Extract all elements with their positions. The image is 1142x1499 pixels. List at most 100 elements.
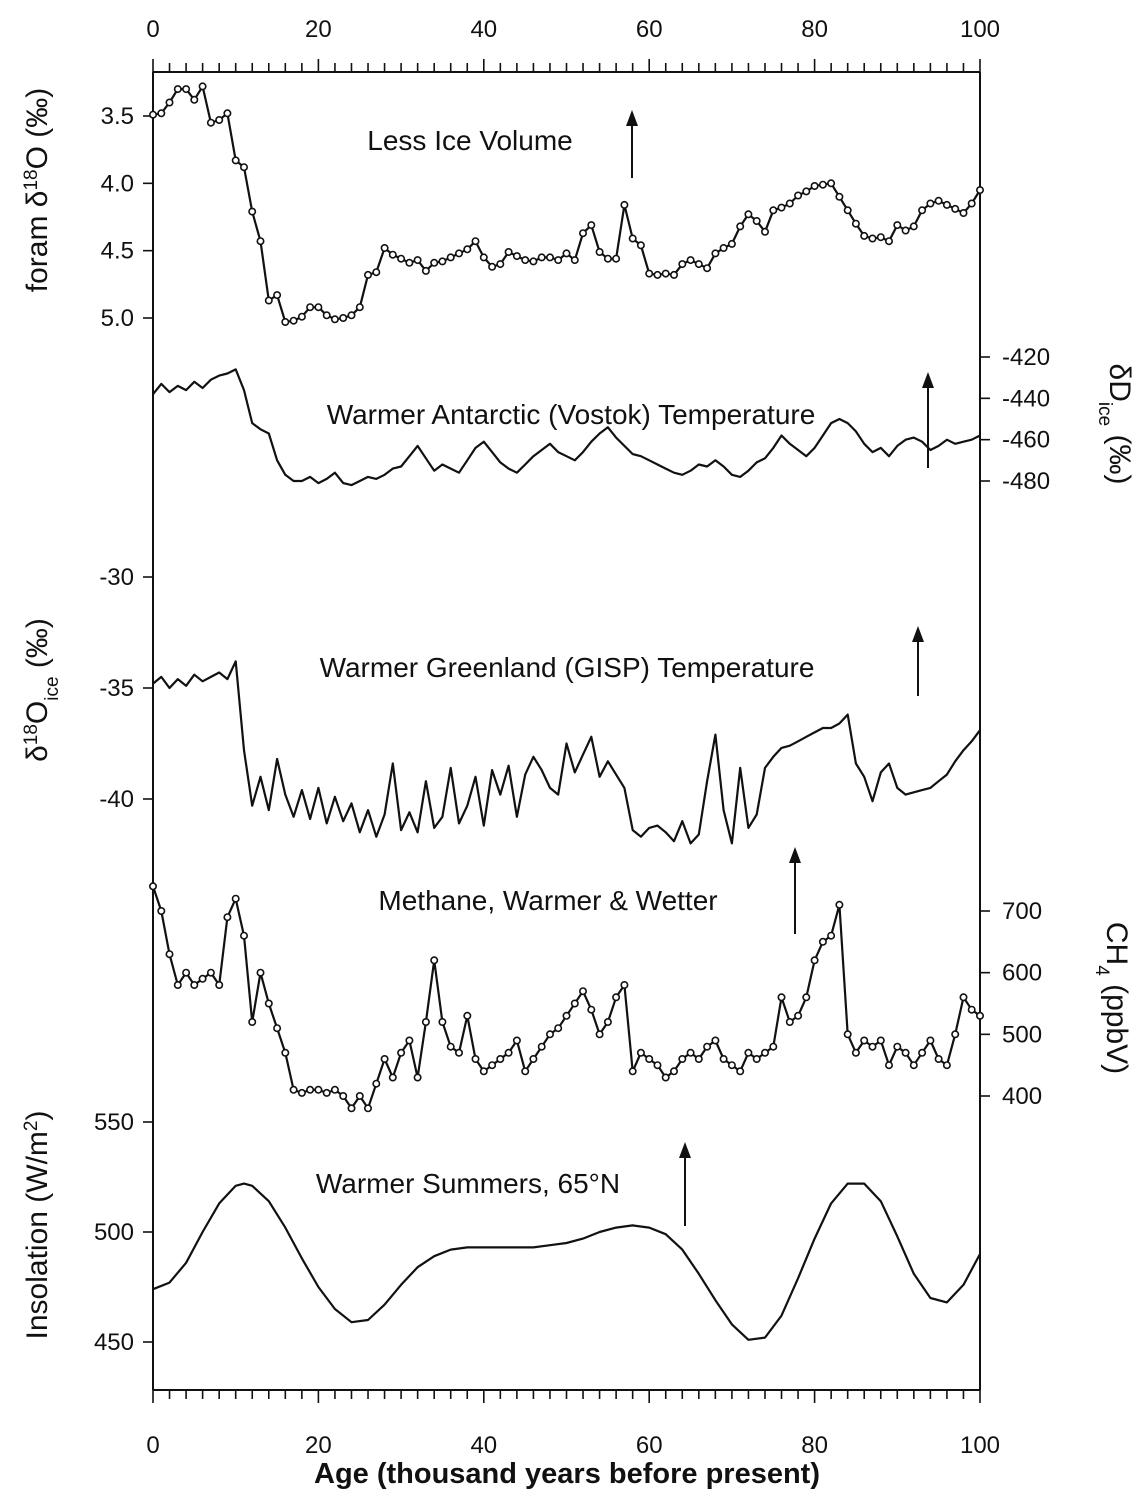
methane-y-tick-label: 600 — [1002, 960, 1042, 987]
methane-data-point — [909, 1061, 918, 1070]
foram-data-point — [281, 317, 290, 326]
foram-data-point — [521, 256, 530, 265]
foram-data-point — [975, 186, 984, 195]
foram-data-point — [669, 270, 678, 279]
methane-data-point — [661, 1073, 670, 1082]
methane-data-point — [612, 993, 621, 1002]
methane-data-point — [504, 1048, 513, 1057]
methane-data-point — [479, 1067, 488, 1076]
methane-data-point — [347, 1104, 356, 1113]
foram-data-point — [554, 256, 563, 265]
methane-data-point — [363, 1104, 372, 1113]
foram-data-point — [297, 312, 306, 321]
foram-data-point — [901, 226, 910, 235]
x-tick-label-top: 60 — [636, 16, 663, 43]
foram-data-point — [736, 222, 745, 231]
foram-data-point — [653, 270, 662, 279]
foram-annotation: Less Ice Volume — [367, 125, 572, 156]
foram-data-point — [777, 203, 786, 212]
methane-data-point — [281, 1048, 290, 1057]
methane-data-point — [843, 1030, 852, 1039]
methane-data-point — [636, 1048, 645, 1057]
methane-data-point — [165, 950, 174, 959]
methane-data-point — [355, 1092, 364, 1101]
methane-data-point — [934, 1055, 943, 1064]
methane-data-point — [893, 1042, 902, 1051]
methane-data-point — [620, 980, 629, 989]
methane-data-point — [587, 1005, 596, 1014]
methane-data-point — [926, 1036, 935, 1045]
foram-data-point — [397, 254, 406, 263]
methane-data-point — [405, 1036, 414, 1045]
methane-data-point — [430, 956, 439, 965]
foram-data-point — [529, 257, 538, 266]
methane-data-point — [645, 1055, 654, 1064]
methane-data-point — [198, 974, 207, 983]
foram-data-point — [149, 110, 158, 119]
foram-data-point — [479, 253, 488, 262]
vostok-y-tick-label: -480 — [1002, 468, 1050, 495]
methane-data-point — [157, 906, 166, 915]
methane-data-point — [595, 1030, 604, 1039]
foram-data-point — [727, 239, 736, 248]
methane-data-point — [231, 894, 240, 903]
foram-series-line — [152, 85, 981, 324]
foram-data-point — [198, 82, 207, 91]
foram-data-point — [769, 206, 778, 215]
foram-data-point — [967, 199, 976, 208]
x-tick-label-bottom: 20 — [305, 1432, 332, 1459]
foram-data-point — [215, 116, 224, 125]
methane-data-point — [669, 1067, 678, 1076]
methane-data-point — [777, 993, 786, 1002]
methane-data-point — [975, 1011, 984, 1020]
vostok-annotation: Warmer Antarctic (Vostok) Temperature — [327, 399, 816, 430]
methane-data-point — [273, 1024, 282, 1033]
methane-data-point — [703, 1042, 712, 1051]
methane-data-point — [628, 1067, 637, 1076]
insolation-y-tick-label: 500 — [94, 1219, 134, 1246]
foram-data-point — [587, 221, 596, 230]
foram-y-tick-label: 5.0 — [101, 305, 134, 332]
foram-data-point — [951, 204, 960, 213]
foram-data-point — [388, 250, 397, 259]
foram-data-point — [182, 85, 191, 94]
methane-data-point — [529, 1055, 538, 1064]
methane-data-point — [545, 1030, 554, 1039]
foram-data-point — [330, 315, 339, 324]
methane-data-point — [297, 1088, 306, 1097]
methane-y-tick-label: 400 — [1002, 1083, 1042, 1110]
foram-data-point — [512, 252, 521, 261]
foram-data-point — [620, 200, 629, 209]
methane-data-point — [471, 1055, 480, 1064]
gisp-annotation: Warmer Greenland (GISP) Temperature — [320, 652, 815, 683]
x-tick-label-bottom: 40 — [470, 1432, 497, 1459]
methane-data-point — [496, 1055, 505, 1064]
foram-data-point — [173, 85, 182, 94]
foram-data-point — [818, 180, 827, 189]
methane-data-point — [736, 1067, 745, 1076]
series-layer — [149, 82, 984, 1341]
foram-data-point — [686, 256, 695, 265]
methane-data-point — [570, 999, 579, 1008]
methane-data-point — [488, 1061, 497, 1070]
foram-data-point — [785, 199, 794, 208]
methane-data-point — [818, 937, 827, 946]
methane-data-point — [240, 931, 249, 940]
x-tick-label-top: 20 — [305, 16, 332, 43]
foram-data-point — [206, 118, 215, 127]
foram-arrow-head — [626, 110, 638, 126]
foram-data-point — [909, 222, 918, 231]
foram-data-point — [760, 227, 769, 236]
foram-y-axis-label: foram δ18O (‰) — [21, 88, 55, 293]
foram-data-point — [190, 95, 199, 104]
foram-y-tick-label: 4.5 — [101, 238, 134, 265]
foram-data-point — [752, 217, 761, 226]
x-tick-label-top: 0 — [146, 16, 159, 43]
foram-data-point — [843, 206, 852, 215]
methane-data-point — [711, 1036, 720, 1045]
vostok-y-axis-label: δDice (‰) — [1095, 364, 1137, 485]
foram-data-point — [603, 254, 612, 263]
methane-data-point — [884, 1061, 893, 1070]
y-axis-ticks: 3.5 4.0 4.5 5.0 -420 -440 -460 -480 -30 -35 -40 400… — [94, 103, 1050, 1356]
foram-data-point — [339, 313, 348, 322]
